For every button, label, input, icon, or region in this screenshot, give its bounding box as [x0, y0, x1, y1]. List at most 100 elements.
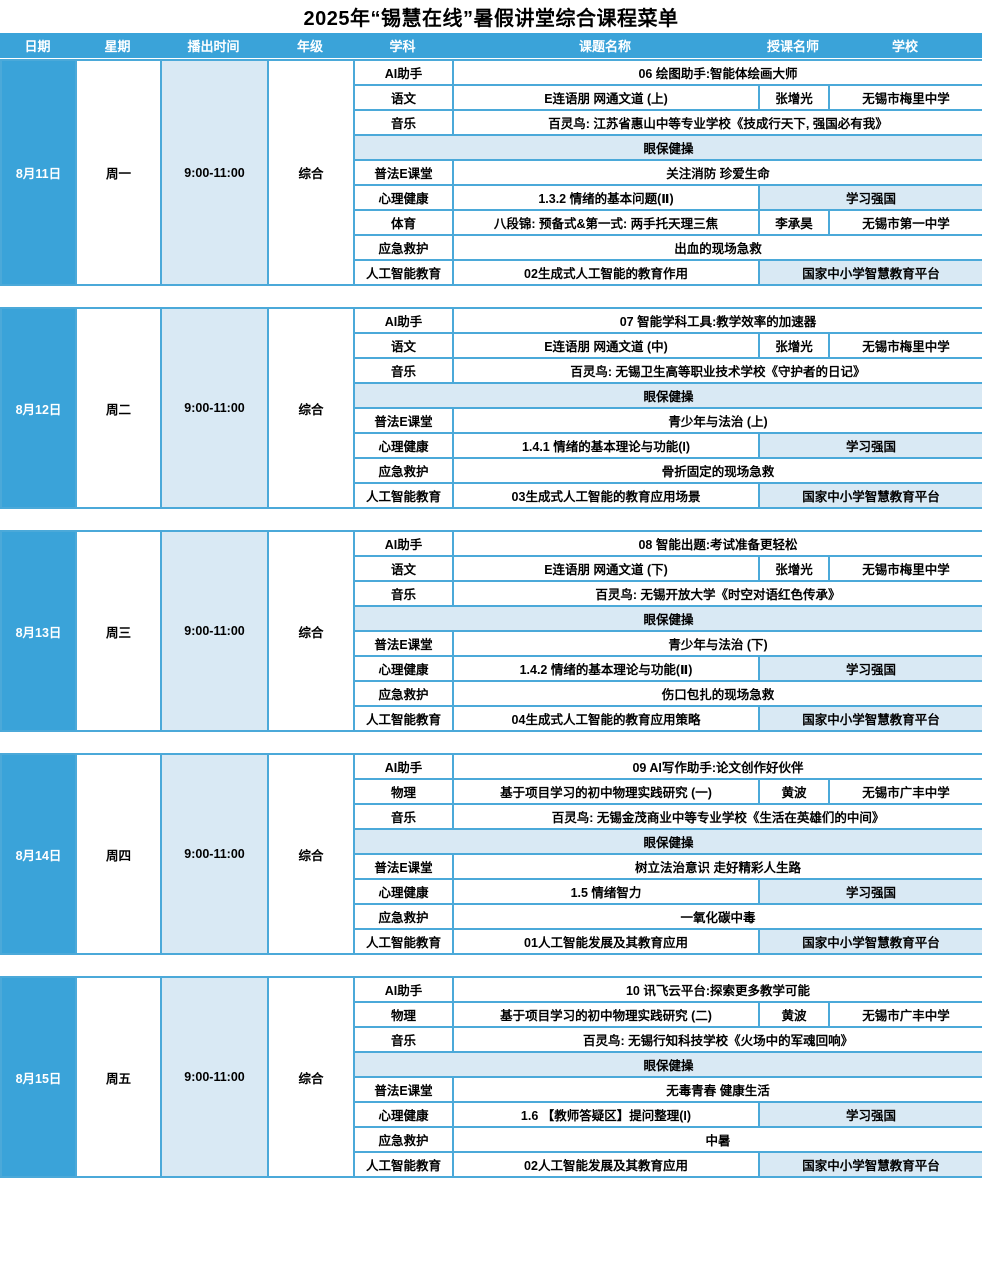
topic-cell: 青少年与法治 (上) — [452, 407, 982, 434]
school-cell: 无锡市梅里中学 — [828, 555, 982, 582]
subject-cell: 人工智能教育 — [353, 482, 454, 509]
table-row: 人工智能教育 03生成式人工智能的教育应用场景 国家中小学智慧教育平台 — [1, 482, 982, 509]
table-row: 人工智能教育 02人工智能发展及其教育应用 国家中小学智慧教育平台 — [1, 1151, 982, 1178]
teacher-cell: 黄波 — [758, 778, 830, 805]
platform-cell: 国家中小学智慧教育平台 — [757, 928, 982, 955]
column-header-topic: 课题名称 — [578, 39, 631, 54]
column-header-date: 日期 — [24, 39, 51, 54]
table-row: 应急救护 出血的现场急救 — [1, 234, 982, 261]
table-row: 音乐 百灵鸟: 江苏省惠山中等专业学校《技成行天下, 强国必有我》 — [1, 109, 982, 136]
subject-cell: 音乐 — [353, 803, 454, 830]
table-row: 人工智能教育 04生成式人工智能的教育应用策略 国家中小学智慧教育平台 — [1, 705, 982, 732]
exercise-cell: 眼保健操 — [353, 382, 982, 409]
topic-cell: 07 智能学科工具:教学效率的加速器 — [452, 307, 982, 334]
topic-cell: 09 AI写作助手:论文创作好伙伴 — [451, 753, 982, 780]
platform-cell: 学习强国 — [757, 1101, 982, 1128]
table-row: 普法E课堂 青少年与法治 (上) — [1, 407, 982, 434]
subject-cell: 应急救护 — [353, 1126, 454, 1153]
exercise-cell: 眼保健操 — [352, 1051, 982, 1078]
topic-cell: 百灵鸟: 无锡金茂商业中等专业学校《生活在英雄们的中间》 — [451, 803, 982, 830]
topic-cell: 八段锦: 预备式&第一式: 两手托天理三焦 — [452, 209, 760, 236]
subject-cell: 普法E课堂 — [353, 1076, 454, 1103]
subject-cell: 语文 — [353, 555, 454, 582]
table-row: 物理 基于项目学习的初中物理实践研究 (二) 黄波 无锡市广丰中学 — [1, 1001, 982, 1028]
table-row: 8月11日 周一 9:00-11:00 综合 AI助手 06 绘图助手:智能体绘画大师 — [0, 59, 982, 286]
schedule-blocks: 8月11日 周一 9:00-11:00 综合 AI助手 06 绘图助手:智能体绘画大师 语文… — [0, 59, 982, 1178]
topic-cell: 1.4.2 情绪的基本理论与功能(Ⅱ) — [452, 655, 760, 682]
topic-cell: 06 绘图助手:智能体绘画大师 — [452, 59, 982, 86]
subject-cell: 普法E课堂 — [353, 630, 454, 657]
topic-cell: 基于项目学习的初中物理实践研究 (一) — [452, 778, 760, 805]
subject-cell: AI助手 — [353, 530, 454, 557]
topic-cell: 无毒青春 健康生活 — [451, 1076, 982, 1103]
table-row: 眼保健操 — [1, 605, 982, 632]
schedule-block: 8月13日 周三 9:00-11:00 综合 AI助手 08 智能出题:考试准备更轻松 语文… — [0, 530, 982, 732]
subject-cell: 音乐 — [353, 357, 454, 384]
table-row: 眼保健操 — [1, 1051, 982, 1078]
teacher-cell: 黄波 — [758, 1001, 830, 1028]
schedule-block: 8月14日 周四 9:00-11:00 综合 AI助手 09 AI写作助手:论文创作好伙伴… — [0, 753, 982, 955]
school-cell: 无锡市广丰中学 — [827, 1001, 982, 1028]
subject-cell: 应急救护 — [353, 234, 454, 261]
topic-cell: 出血的现场急救 — [452, 234, 982, 261]
subject-cell: AI助手 — [353, 753, 454, 780]
weekday-cell: 周二 — [75, 307, 162, 509]
teacher-cell: 李承昊 — [758, 209, 830, 236]
platform-cell: 学习强国 — [757, 878, 982, 905]
topic-cell: 1.4.1 情绪的基本理论与功能(I) — [452, 432, 760, 459]
teacher-cell: 张增光 — [758, 332, 830, 359]
subject-cell: 人工智能教育 — [353, 705, 454, 732]
topic-cell: 青少年与法治 (下) — [452, 630, 982, 657]
subject-cell: 心理健康 — [353, 432, 454, 459]
topic-cell: 01人工智能发展及其教育应用 — [452, 928, 760, 955]
column-header-school: 学校 — [891, 39, 918, 54]
time-cell: 9:00-11:00 — [160, 59, 269, 286]
grade-cell: 综合 — [267, 976, 355, 1178]
column-header-grade: 年级 — [296, 39, 323, 54]
subject-cell: AI助手 — [353, 976, 454, 1003]
school-cell: 无锡市第一中学 — [828, 209, 982, 236]
date-cell: 8月12日 — [0, 307, 77, 509]
subject-cell: 普法E课堂 — [353, 159, 454, 186]
subject-cell: 心理健康 — [353, 655, 454, 682]
table-row: 普法E课堂 无毒青春 健康生活 — [1, 1076, 982, 1103]
time-cell: 9:00-11:00 — [160, 307, 269, 509]
subject-cell: AI助手 — [353, 59, 454, 86]
table-row: 眼保健操 — [1, 828, 982, 855]
grade-cell: 综合 — [267, 530, 355, 732]
topic-cell: 02人工智能发展及其教育应用 — [452, 1151, 760, 1178]
table-row: 语文 E连语朋 网通文道 (中) 张增光 无锡市梅里中学 — [1, 332, 982, 359]
topic-cell: 1.3.2 情绪的基本问题(Ⅱ) — [452, 184, 760, 211]
table-row: 人工智能教育 02生成式人工智能的教育作用 国家中小学智慧教育平台 — [1, 259, 982, 286]
schedule-block: 8月15日 周五 9:00-11:00 综合 AI助手 10 讯飞云平台:探索更多教学可能… — [0, 976, 982, 1178]
topic-cell: E连语朋 网通文道 (中) — [452, 332, 760, 359]
column-header-weekday: 星期 — [104, 39, 131, 54]
topic-cell: 04生成式人工智能的教育应用策略 — [452, 705, 760, 732]
table-row: 心理健康 1.4.2 情绪的基本理论与功能(Ⅱ) 学习强国 — [1, 655, 982, 682]
subject-cell: 人工智能教育 — [353, 259, 454, 286]
page-title: 2025年“锡慧在线”暑假讲堂综合课程菜单 — [303, 8, 679, 30]
subject-cell: 心理健康 — [353, 878, 454, 905]
subject-cell: 人工智能教育 — [353, 928, 454, 955]
platform-cell: 国家中小学智慧教育平台 — [758, 259, 982, 286]
weekday-cell: 周五 — [75, 976, 162, 1178]
teacher-cell: 张增光 — [758, 555, 830, 582]
exercise-cell: 眼保健操 — [353, 134, 982, 161]
table-row: 8月12日 周二 9:00-11:00 综合 AI助手 07 智能学科工具:教学效率的加速… — [0, 307, 982, 509]
topic-cell: 中暑 — [451, 1126, 982, 1153]
topic-cell: 骨折固定的现场急救 — [452, 457, 982, 484]
grade-cell: 综合 — [267, 307, 355, 509]
subject-cell: AI助手 — [353, 307, 454, 334]
table-row: 语文 E连语朋 网通文道 (上) 张增光 无锡市梅里中学 — [1, 84, 982, 111]
topic-cell: 百灵鸟: 无锡卫生高等职业技术学校《守护者的日记》 — [452, 357, 982, 384]
topic-cell: E连语朋 网通文道 (下) — [452, 555, 760, 582]
subject-cell: 心理健康 — [353, 184, 454, 211]
subject-cell: 音乐 — [353, 1026, 454, 1053]
date-cell: 8月13日 — [0, 530, 77, 732]
time-cell: 9:00-11:00 — [160, 753, 269, 955]
table-row: 8月15日 周五 9:00-11:00 综合 AI助手 10 讯飞云平台:探索更多教学可能 — [0, 976, 982, 1178]
topic-cell: 10 讯飞云平台:探索更多教学可能 — [451, 976, 982, 1003]
table-row: 心理健康 1.6 【教师答疑区】提问整理(I) 学习强国 — [1, 1101, 982, 1128]
topic-cell: 1.6 【教师答疑区】提问整理(I) — [452, 1101, 760, 1128]
subject-cell: 语文 — [353, 332, 454, 359]
